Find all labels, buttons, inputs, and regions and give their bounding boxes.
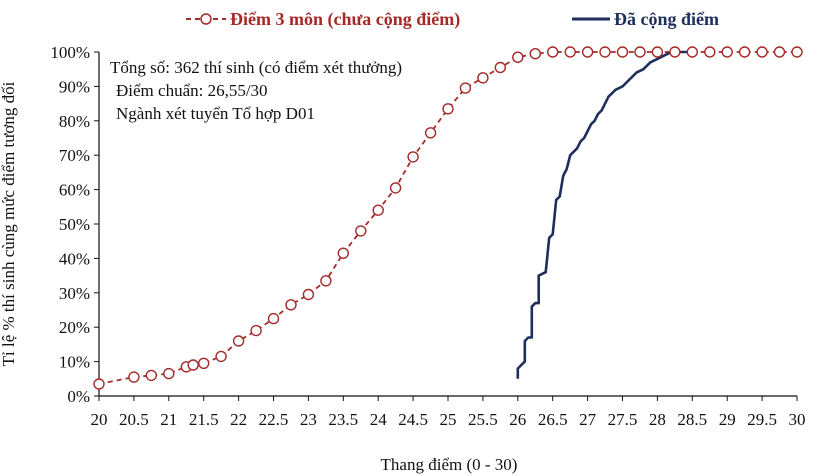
data-point-marker: [529, 48, 541, 60]
data-point-marker: [738, 46, 751, 58]
x-tick-label: 26: [509, 410, 526, 429]
x-tick-label: 29: [719, 410, 736, 429]
data-point-marker: [494, 61, 506, 74]
data-point-marker: [634, 46, 646, 58]
data-point-marker: [250, 324, 262, 337]
data-point-marker: [267, 312, 280, 325]
data-point-marker: [232, 335, 245, 347]
series-line-1: [98, 51, 797, 385]
data-point-marker: [93, 378, 105, 390]
data-point-marker: [128, 371, 140, 383]
y-tick-label: 100%: [50, 43, 90, 62]
y-tick-label: 80%: [59, 112, 90, 131]
x-tick-label: 21: [160, 410, 177, 429]
data-point-marker: [442, 103, 454, 115]
data-point-marker: [651, 46, 664, 58]
legend-label-series-2: Đã cộng điểm: [614, 9, 719, 29]
data-point-marker: [389, 182, 402, 194]
x-tick-label: 26.5: [538, 410, 568, 429]
data-point-marker: [302, 288, 315, 301]
data-point-marker: [756, 46, 768, 58]
data-point-marker: [187, 359, 199, 371]
y-axis-label: Tỉ lệ % thí sinh cùng mức điểm tương đối: [0, 81, 18, 366]
x-tick-label: 22: [230, 410, 247, 429]
x-tick-label: 28: [649, 410, 666, 429]
axes: [94, 51, 798, 401]
series-lines: [98, 50, 797, 385]
y-tick-label: 10%: [59, 353, 90, 372]
data-point-marker: [581, 46, 594, 58]
data-point-marker: [616, 46, 629, 58]
x-tick-label: 24: [370, 410, 388, 429]
data-point-marker: [145, 369, 158, 382]
x-tick-label: 27: [579, 410, 597, 429]
data-point-marker: [320, 275, 332, 287]
data-point-marker: [773, 46, 786, 58]
y-tick-label: 0%: [67, 387, 90, 406]
data-point-marker: [285, 299, 297, 311]
x-tick-label: 28.5: [677, 410, 707, 429]
x-tick-labels: 20 20.5 21 21.5 22 22.5 23 23.5 24 24.5 25 25.5 26 26…: [91, 410, 806, 429]
x-tick-label: 21.5: [189, 410, 219, 429]
annotation-cutoff: Điểm chuẩn: 26,55/30: [116, 81, 268, 100]
data-point-marker: [215, 350, 227, 363]
data-point-marker: [477, 72, 489, 84]
series-line-2: [516, 50, 693, 379]
x-tick-label: 25: [440, 410, 457, 429]
data-point-marker: [599, 46, 611, 58]
x-tick-label: 29.5: [747, 410, 777, 429]
data-point-marker: [564, 46, 576, 58]
x-tick-label: 27.5: [608, 410, 638, 429]
data-point-marker: [791, 46, 803, 58]
x-tick-label: 23.5: [328, 410, 358, 429]
x-tick-label: 30: [789, 410, 806, 429]
data-point-marker: [407, 151, 419, 163]
data-point-marker: [337, 247, 349, 259]
data-point-marker: [372, 204, 384, 216]
legend: Điểm 3 môn (chưa cộng điểm) Đã cộng điểm: [186, 9, 719, 30]
annotation-box: Tổng số: 362 thí sinh (có điểm xét thưởn…: [110, 58, 402, 123]
y-tick-label: 50%: [59, 215, 90, 234]
y-tick-label: 60%: [59, 181, 90, 200]
y-tick-label: 20%: [59, 318, 90, 337]
data-point-marker: [512, 51, 524, 63]
y-tick-labels: 0% 10% 20% 30% 40% 50% 60% 70% 80% 90% 100%: [50, 43, 90, 406]
data-point-marker: [197, 357, 210, 369]
annotation-total: Tổng số: 362 thí sinh (có điểm xét thưởn…: [110, 58, 402, 77]
data-point-marker: [704, 46, 716, 58]
data-point-marker: [459, 82, 472, 94]
data-point-marker: [669, 46, 681, 58]
annotation-combination: Ngành xét tuyển Tổ hợp D01: [116, 104, 315, 123]
x-tick-label: 20: [91, 410, 108, 429]
data-point-marker: [686, 46, 698, 58]
data-point-marker: [547, 46, 559, 58]
series-markers: [93, 46, 803, 390]
x-tick-label: 24.5: [398, 410, 428, 429]
y-tick-label: 70%: [59, 146, 90, 165]
x-tick-label: 20.5: [119, 410, 149, 429]
x-tick-label: 25.5: [468, 410, 498, 429]
legend-label-series-1: Điểm 3 môn (chưa cộng điểm): [230, 9, 460, 30]
x-tick-label: 22.5: [259, 410, 289, 429]
data-point-marker: [355, 225, 367, 237]
y-tick-label: 90%: [59, 77, 90, 96]
data-point-marker: [163, 367, 175, 380]
data-point-marker: [721, 46, 733, 58]
y-tick-label: 40%: [59, 249, 90, 268]
x-axis-label: Thang điểm (0 - 30): [381, 455, 518, 474]
legend-marker-series-1: [200, 13, 212, 25]
y-tick-label: 30%: [59, 284, 90, 303]
x-tick-label: 23: [300, 410, 317, 429]
data-point-marker: [424, 127, 437, 139]
